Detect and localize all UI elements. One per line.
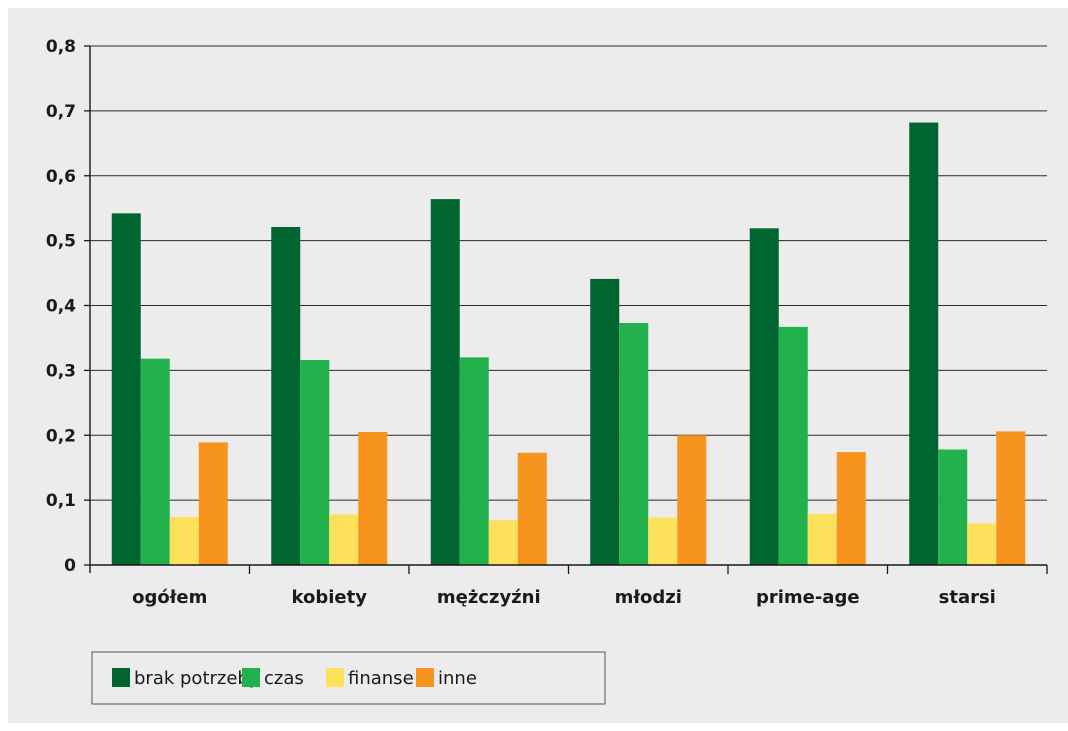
legend-swatch	[416, 668, 434, 687]
bar-finanse	[488, 520, 518, 565]
y-tick-label: 0,2	[46, 426, 76, 446]
y-tick-label: 0	[64, 556, 76, 576]
bar-czas	[300, 359, 330, 565]
bar-czas	[778, 326, 808, 565]
x-category-label: mężczyźni	[437, 587, 541, 608]
bar-inne	[358, 432, 388, 565]
x-category-label: prime-age	[756, 587, 860, 608]
x-category-labels: ogółem kobiety mężczyźni młodzi prime-age sta…	[132, 587, 996, 608]
legend: brak potrzeby czas finanse inne	[91, 651, 606, 705]
bar-finanse	[329, 514, 359, 565]
bar-czas	[938, 449, 968, 565]
bar-brak-potrzeby	[111, 213, 141, 565]
bar-brak-potrzeby	[909, 122, 939, 566]
y-tick-label: 0,7	[46, 102, 76, 122]
legend-label: brak potrzeby	[134, 668, 260, 689]
bar-finanse	[169, 516, 199, 565]
bar-finanse	[807, 513, 837, 565]
bar-inne	[677, 435, 707, 565]
bar-brak-potrzeby	[749, 228, 779, 565]
x-category-label: młodzi	[615, 587, 682, 608]
bar-brak-potrzeby	[271, 227, 301, 565]
bar-inne	[836, 452, 866, 565]
y-tick-label: 0,6	[46, 167, 76, 187]
x-category-label: kobiety	[292, 587, 368, 608]
y-tick-label: 0,4	[46, 297, 76, 317]
bar-brak-potrzeby	[430, 199, 460, 566]
bar-czas	[140, 358, 170, 565]
y-tick-label: 0,3	[46, 361, 76, 381]
legend-swatch	[326, 668, 344, 687]
y-tick-label: 0,1	[46, 491, 76, 511]
chart-panel	[8, 8, 1068, 723]
legend-label: czas	[264, 668, 304, 689]
legend-label: finanse	[348, 668, 414, 689]
legend-box	[91, 651, 606, 705]
y-tick-label: 0,8	[46, 37, 76, 57]
y-tick-labels: 0 0,1 0,2 0,3 0,4 0,5 0,6 0,7 0,8	[46, 37, 76, 576]
legend-label: inne	[438, 668, 477, 689]
legend-swatch	[242, 668, 260, 687]
bar-czas	[459, 357, 489, 565]
bar-finanse	[967, 523, 997, 565]
bar-inne	[198, 442, 228, 565]
x-category-label: ogółem	[132, 587, 207, 608]
bars	[111, 122, 1026, 566]
bar-czas	[619, 323, 649, 565]
gridlines	[90, 45, 1047, 501]
axes	[84, 45, 1048, 574]
y-tick-label: 0,5	[46, 232, 76, 252]
bar-inne	[996, 431, 1026, 565]
bar-finanse	[648, 517, 678, 565]
bar-brak-potrzeby	[590, 278, 620, 565]
bar-inne	[517, 452, 547, 565]
legend-swatch	[112, 668, 130, 687]
x-category-label: starsi	[939, 587, 996, 608]
